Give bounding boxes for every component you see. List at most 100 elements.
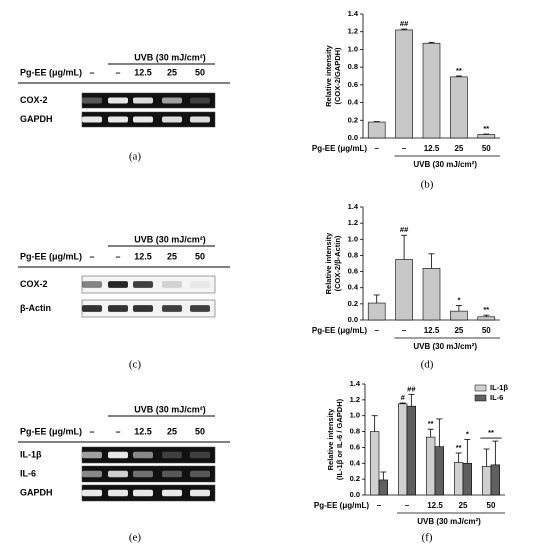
x-tick-label: 50 (487, 501, 496, 510)
group-label: UVB (30 mJ/cm²) (413, 160, 477, 169)
y-tick-label: 0.4 (348, 283, 359, 292)
band (162, 470, 182, 478)
y-tick-label: 0.8 (348, 250, 358, 259)
y-tick-label: 1.2 (348, 218, 358, 227)
bar (398, 403, 408, 496)
significance: ## (407, 384, 416, 393)
y-axis-label: Relative intensity (324, 44, 333, 107)
x-tick-label: – (402, 326, 407, 335)
dose: – (115, 426, 120, 436)
band (133, 451, 153, 459)
band (108, 281, 128, 288)
bar (422, 268, 441, 321)
y-tick-label: 1.4 (350, 379, 361, 388)
band (162, 116, 182, 123)
x-tick-label: – (374, 144, 379, 153)
significance: ** (456, 443, 462, 452)
significance: ** (428, 419, 434, 428)
dose: – (115, 251, 120, 261)
legend-label: IL-6 (490, 393, 503, 402)
bar (450, 76, 468, 139)
y-axis-label: (IL-1β or IL-6 / GAPDH) (335, 398, 344, 480)
band (133, 305, 153, 312)
bar (378, 479, 388, 496)
bar (422, 42, 441, 139)
band (82, 489, 102, 497)
x-tick-label: 25 (454, 144, 463, 153)
significance: * (466, 429, 469, 438)
y-tick-label: 0.0 (348, 315, 358, 324)
dose: – (89, 426, 94, 436)
x-axis-label: Pg-EE (μg/mL) (312, 326, 367, 335)
band (82, 470, 102, 478)
row-label: GAPDH (20, 487, 53, 497)
bar (395, 259, 413, 321)
bar (367, 121, 386, 139)
row-label: IL-1β (20, 449, 42, 459)
band (190, 470, 210, 478)
x-axis-label: Pg-EE (μg/mL) (314, 501, 369, 510)
dose-label: Pg-EE (μg/mL) (20, 426, 82, 436)
band (82, 451, 102, 459)
y-tick-label: 1.0 (348, 234, 358, 243)
y-tick-label: 0.6 (350, 442, 360, 451)
legend-label: IL-1β (490, 383, 508, 392)
band (162, 305, 182, 312)
band (108, 470, 128, 478)
dose: 25 (167, 251, 177, 261)
panel-label: (c) (129, 359, 142, 371)
bar (426, 436, 436, 496)
treatment-label: UVB (30 mJ/cm²) (134, 52, 206, 62)
dose-label: Pg-EE (μg/mL) (20, 251, 82, 261)
x-tick-label: – (405, 501, 410, 510)
y-tick-label: 0.0 (348, 133, 358, 142)
x-tick-label: – (377, 501, 382, 510)
band (190, 489, 210, 497)
band (190, 116, 210, 123)
y-tick-label: 1.0 (350, 411, 360, 420)
x-tick-label: – (402, 144, 407, 153)
bar (462, 462, 472, 496)
bar (450, 310, 468, 321)
y-tick-label: 0.0 (350, 490, 360, 499)
y-tick-label: 1.2 (350, 395, 360, 404)
row-label: IL-6 (20, 468, 36, 478)
x-axis-label: Pg-EE (μg/mL) (312, 144, 367, 153)
bar (454, 462, 464, 496)
x-tick-label: 25 (454, 326, 463, 335)
bar (477, 316, 496, 321)
bar (367, 302, 386, 321)
y-axis-label: (COX-2/β-Actin) (333, 235, 342, 291)
legend-swatch (474, 384, 487, 392)
row-label: COX-2 (20, 279, 48, 289)
group-label: UVB (30 mJ/cm²) (417, 517, 481, 526)
band (108, 451, 128, 459)
y-tick-label: 0.4 (350, 458, 361, 467)
bar (370, 431, 380, 496)
band (133, 489, 153, 497)
y-tick-label: 0.6 (348, 267, 358, 276)
y-tick-label: 0.2 (350, 474, 360, 483)
significance: ** (483, 124, 489, 133)
x-tick-label: – (374, 326, 379, 335)
y-tick-label: 0.8 (348, 62, 358, 71)
dose: – (89, 251, 94, 261)
band (108, 97, 128, 104)
x-tick-label: 25 (459, 501, 468, 510)
row-label: COX-2 (20, 95, 48, 105)
band (82, 97, 102, 104)
panel-label: (a) (129, 151, 142, 163)
significance: ## (400, 225, 409, 234)
y-tick-label: 0.2 (348, 115, 358, 124)
band (108, 489, 128, 497)
bar (477, 134, 496, 139)
legend-swatch (474, 394, 487, 402)
group-label: UVB (30 mJ/cm²) (413, 342, 477, 351)
band (133, 97, 153, 104)
treatment-label: UVB (30 mJ/cm²) (134, 404, 206, 414)
band (108, 305, 128, 312)
band (82, 281, 102, 288)
band (162, 281, 182, 288)
panel-label: (b) (421, 179, 434, 191)
